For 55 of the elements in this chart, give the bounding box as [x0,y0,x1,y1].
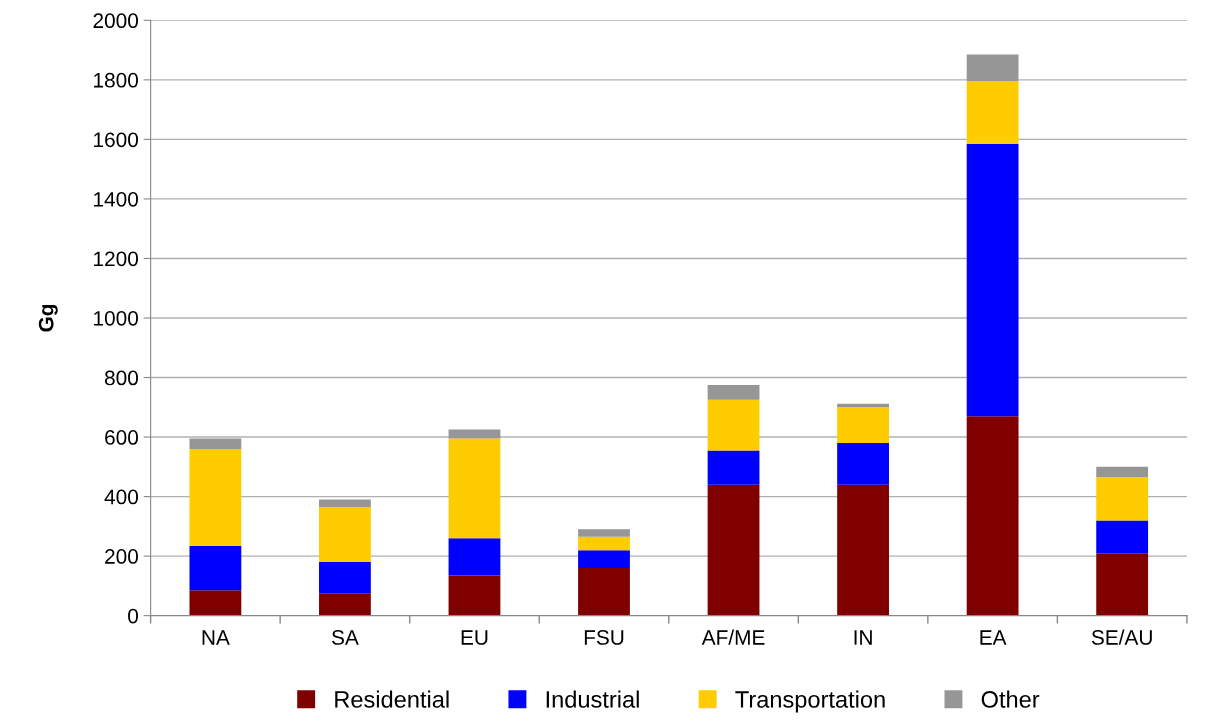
x-tick-label: EA [980,630,1007,645]
bar [448,438,501,539]
y-tick-label: 1400 [94,191,139,207]
bar [966,81,1019,144]
bar [1096,466,1149,478]
bar [1096,477,1149,521]
x-tick-label: EU [461,630,488,645]
bar [837,484,889,616]
x-tick-label: SE/AU [1091,629,1152,645]
x-tick-label: NA [202,630,230,645]
x-tick-label: SA [331,630,359,645]
bar [448,575,501,616]
bar [319,507,371,563]
y-tick-label: 200 [105,549,139,564]
y-tick-label: 1600 [94,132,139,148]
y-tick-label: 0 [128,608,139,624]
y-tick-label: 600 [105,430,139,445]
bar [707,484,760,616]
y-tick-label: 400 [104,489,139,505]
bar [1096,520,1149,554]
bar [578,529,630,537]
bar [578,550,630,569]
bar [319,499,371,507]
y-tick-label: 1800 [94,72,139,88]
bar [578,536,630,551]
bar [319,593,371,616]
bar [837,443,889,485]
x-tick-label: AF/ME [701,629,765,645]
legend-label: Other [981,690,1040,708]
bar [1096,553,1149,616]
y-tick-label: 1200 [94,251,139,267]
y-tick-label: 1000 [94,310,139,326]
legend-label: Industrial [546,690,639,708]
bar [448,538,501,576]
bar [189,448,242,546]
bar [578,568,630,616]
x-tick-label: IN [854,630,872,645]
y-tick-label: 800 [104,370,139,386]
bar [707,399,760,451]
bar [966,143,1019,417]
bar [189,438,242,449]
legend-label: Residential [335,690,449,708]
bar [448,429,501,439]
bar [707,384,760,400]
bar [966,54,1019,82]
bar [319,562,371,594]
legend-label: Transportation [735,690,885,713]
bar [189,590,242,616]
bar [707,450,760,485]
bar [189,545,242,591]
y-axis-title: Gg [38,304,58,332]
x-tick-label: FSU [584,630,624,645]
bar [966,416,1019,616]
y-tick-label: 2000 [93,13,139,29]
bar [837,407,889,444]
